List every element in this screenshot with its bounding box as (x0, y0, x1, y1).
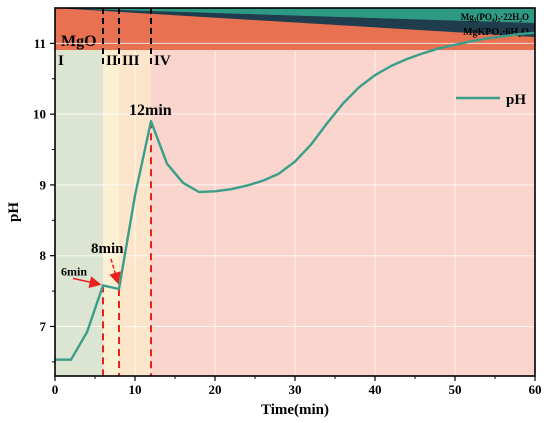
marker-label-12min: 12min (129, 102, 172, 119)
series (55, 31, 536, 361)
x-tick-label: 40 (369, 382, 382, 397)
stage-label-ii: II (106, 53, 118, 69)
x-tick-label: 50 (449, 382, 462, 397)
grid (55, 42, 535, 376)
phase-band-mg3po4 (55, 8, 535, 23)
x-tick-label: 10 (129, 382, 142, 397)
phase-label-mgkpo4: MgKPO₄·6H₂O (463, 27, 529, 38)
stage-region-i (55, 8, 103, 376)
marker-label-8min: 8min (91, 241, 124, 257)
marker-arrow-6min (72, 276, 102, 288)
x-axis-title: Time(min) (261, 402, 329, 418)
y-tick-label: 10 (33, 107, 46, 122)
marker-lines (102, 121, 152, 376)
stage-label-i: I (58, 53, 64, 69)
marker-label-6min: 6min (61, 264, 87, 278)
legend: pH (456, 92, 526, 108)
y-axis-title: pH (6, 202, 22, 222)
y-tick-label: 9 (40, 177, 47, 192)
y-tick-label: 8 (40, 248, 47, 263)
axis-ticks: 0 10 20 30 40 50 60 7 8 9 10 11 (33, 36, 542, 397)
phase-label-mgo: MgO (61, 33, 97, 50)
ph-series-line (55, 31, 536, 361)
marker-arrow-8min (109, 258, 121, 285)
phase-label-mg3po4: Mg₃(PO₄)₂·22H₂O (461, 12, 529, 22)
stage-label-iv: IV (154, 53, 171, 69)
x-tick-label: 30 (289, 382, 302, 397)
y-tick-label: 11 (34, 36, 46, 51)
x-tick-label: 0 (52, 382, 59, 397)
legend-label-ph: pH (506, 92, 526, 108)
x-tick-label: 60 (529, 382, 542, 397)
stage-label-iii: III (122, 53, 140, 69)
y-tick-label: 7 (40, 319, 47, 334)
x-tick-label: 20 (209, 382, 222, 397)
